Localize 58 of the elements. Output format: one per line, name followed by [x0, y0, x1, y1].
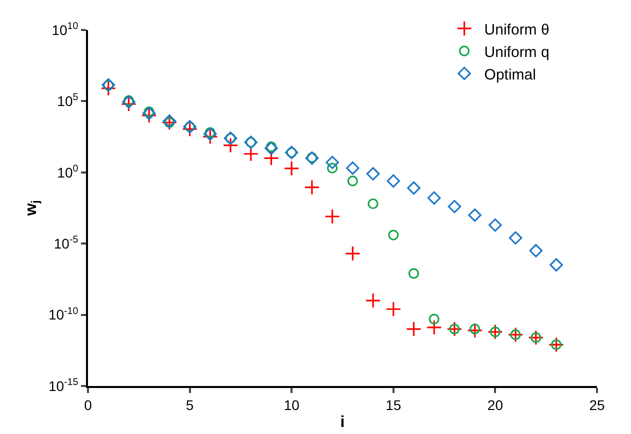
point [470, 324, 480, 334]
y-tick-label: 10$^{10}$ [52, 21, 79, 38]
point [550, 258, 563, 272]
point [162, 114, 176, 128]
y-tick-label: 10$^{-15}$ [48, 377, 79, 394]
point [182, 121, 198, 137]
point [488, 218, 502, 232]
x-axis-title: i [340, 414, 345, 431]
point [427, 191, 441, 205]
point [529, 244, 543, 258]
point [264, 142, 278, 155]
point [222, 138, 238, 154]
point [202, 128, 218, 145]
point [406, 321, 422, 337]
x-tick-label: 0 [84, 396, 92, 413]
x-tick-label: 5 [186, 396, 194, 413]
point [204, 127, 217, 141]
point [266, 141, 277, 152]
point [407, 181, 420, 195]
point [100, 80, 116, 96]
legend-label: Uniform q [484, 44, 550, 61]
x-tick-label: 25 [589, 396, 605, 413]
point [448, 200, 462, 214]
legend-label: Optimal [484, 66, 536, 84]
y-tick-label: 10$^{5}$ [57, 92, 79, 110]
point [368, 198, 378, 210]
point [141, 108, 157, 124]
x-tick-label: 20 [487, 396, 504, 413]
point [468, 208, 482, 222]
point [508, 231, 522, 245]
point [386, 301, 402, 317]
point [467, 322, 483, 338]
x-tick-label: 10 [284, 396, 300, 413]
point [346, 161, 360, 175]
point [122, 95, 136, 109]
legend-label: Uniform θ [484, 21, 550, 38]
point [142, 106, 156, 120]
y-tick-label: 10$^{-5}$ [54, 234, 79, 252]
point [347, 176, 358, 186]
y-tick-label: 10$^{0}$ [57, 163, 79, 180]
point [388, 230, 399, 240]
point [326, 156, 339, 170]
y-tick-label: 10$^{-10}$ [48, 306, 79, 323]
point [408, 268, 420, 279]
point [263, 150, 280, 166]
point [304, 179, 320, 196]
x-tick-label: 15 [386, 396, 402, 413]
point [344, 246, 360, 262]
point [366, 167, 380, 180]
point [243, 146, 259, 162]
point [324, 208, 340, 224]
point [123, 95, 134, 106]
point [120, 96, 137, 112]
point [365, 292, 381, 308]
point [428, 314, 440, 324]
point [284, 160, 300, 176]
point [426, 320, 442, 336]
point [386, 174, 400, 188]
